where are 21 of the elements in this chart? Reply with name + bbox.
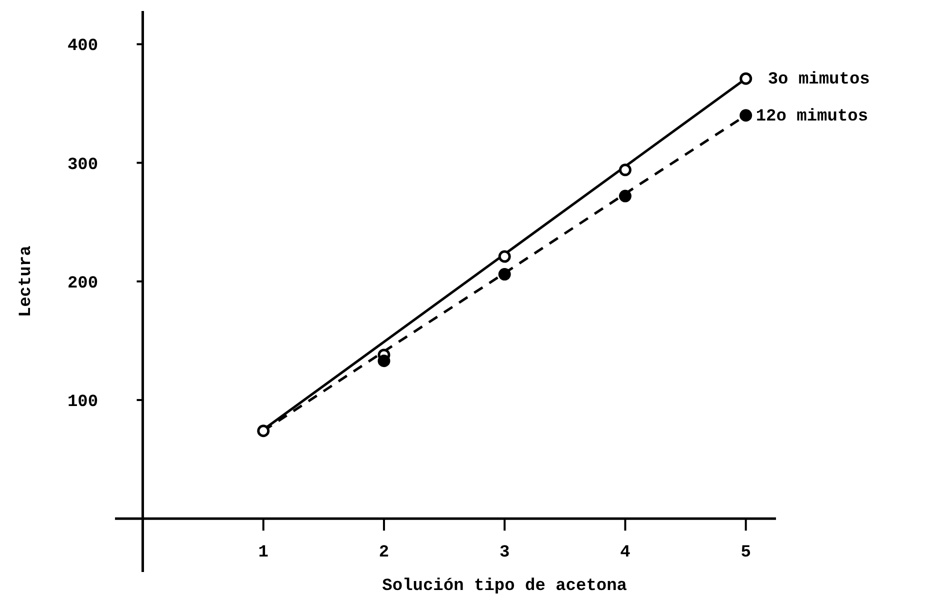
point	[498, 268, 511, 281]
series-label: 3o mimutos	[768, 70, 870, 90]
x-tick-label: 1	[258, 544, 268, 563]
x-tick-label: 4	[620, 544, 630, 563]
y-tick-label: 100	[67, 393, 98, 412]
x-tick-label: 2	[378, 544, 390, 563]
point	[618, 164, 632, 176]
point	[740, 72, 752, 85]
point	[378, 354, 390, 368]
point	[618, 190, 632, 202]
point	[257, 424, 270, 438]
y-axis-title: Lectura	[17, 246, 36, 318]
y-tick-label: 200	[67, 274, 98, 294]
x-axis-title: Solución tipo de acetona	[382, 577, 628, 596]
x-tick-label: 5	[740, 544, 751, 563]
y-tick-label: 400	[67, 37, 98, 56]
y-tick-label: 300	[67, 156, 98, 175]
x-tick-label: 3	[500, 544, 510, 563]
point	[498, 250, 511, 263]
series-label: 12o mimutos	[756, 107, 868, 126]
point	[740, 109, 752, 122]
